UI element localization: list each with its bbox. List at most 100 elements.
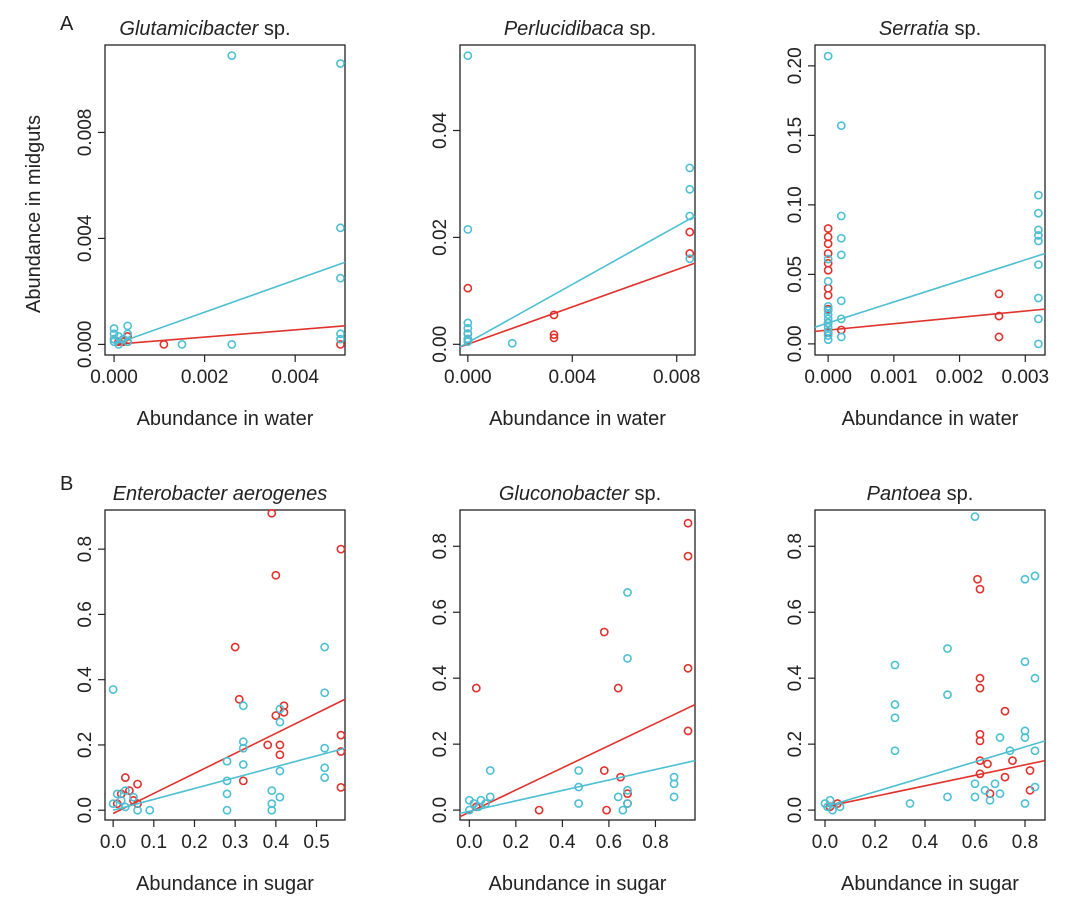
data-point-blue — [990, 779, 1000, 789]
data-point-blue — [995, 733, 1005, 742]
data-point-blue — [120, 802, 130, 812]
scatter-panel-1: Glutamicibacter sp. 0.000 0.002 0.004 0.000 0… — [75, 18, 346, 430]
fit-line-blue — [824, 740, 1046, 808]
data-point-red — [336, 782, 346, 792]
series-blue — [108, 642, 346, 815]
fit-line-blue — [112, 747, 346, 811]
data-point-blue — [129, 792, 138, 802]
y-tick-label: 0.008 — [75, 109, 96, 157]
data-point-blue — [1030, 782, 1040, 792]
series-blue — [109, 51, 346, 349]
data-point-blue — [995, 789, 1005, 799]
data-point-blue — [823, 310, 833, 320]
fit-line-red — [113, 325, 346, 346]
panel-label-b: B — [60, 473, 73, 495]
y-tick-label: 0.4 — [75, 666, 96, 693]
data-point-blue — [1030, 571, 1040, 581]
data-point-blue — [685, 184, 695, 194]
data-point-red — [836, 325, 846, 335]
data-point-blue — [1020, 657, 1030, 667]
series-red — [814, 224, 1046, 342]
data-point-blue — [574, 799, 584, 808]
data-point-blue — [222, 789, 232, 799]
data-point-blue — [227, 340, 237, 349]
data-point-blue — [275, 704, 285, 714]
series-red — [824, 574, 1046, 812]
chart-title: Perlucidibaca sp. — [504, 18, 656, 40]
x-tick-label: 0.0 — [100, 832, 126, 853]
data-point-blue — [275, 766, 285, 776]
data-point-blue — [825, 795, 835, 805]
data-point-blue — [970, 512, 980, 521]
data-point-red — [238, 776, 248, 786]
data-point-blue — [669, 792, 679, 802]
data-point-blue — [623, 799, 632, 808]
series-red — [112, 508, 346, 815]
data-point-blue — [336, 273, 345, 283]
y-tick-label: 0.6 — [785, 599, 806, 625]
x-axis-label: Abundance in water — [842, 408, 1019, 430]
data-point-blue — [463, 323, 473, 333]
data-point-blue — [222, 756, 232, 766]
data-point-red — [994, 332, 1004, 342]
x-tick-label: 0.1 — [141, 832, 167, 853]
data-point-red — [1000, 772, 1010, 782]
data-point-blue — [320, 642, 330, 652]
data-point-red — [1000, 706, 1010, 716]
data-point-blue — [267, 805, 277, 815]
data-point-blue — [222, 805, 232, 815]
x-tick-label: 0.000 — [90, 367, 138, 388]
fit-line-red — [459, 703, 696, 818]
data-point-red — [683, 518, 693, 528]
y-tick-label: 0.6 — [75, 601, 96, 627]
data-point-blue — [823, 276, 833, 286]
data-point-red — [823, 265, 833, 275]
data-point-red — [823, 232, 833, 242]
x-tick-label: 0.004 — [271, 367, 319, 388]
y-tick-label: 0.2 — [75, 732, 96, 758]
chart-title-taxon: Gluconobacter — [499, 483, 630, 505]
data-point-blue — [133, 805, 142, 815]
data-point-blue — [116, 796, 126, 805]
data-point-blue — [1034, 225, 1043, 235]
data-point-blue — [109, 337, 119, 347]
scatter-panel-4: Enterobacter aerogenes 0.0 0.1 0.2 0.3 0.4 0.5… — [75, 483, 346, 895]
x-tick-label: 0.2 — [181, 832, 207, 853]
x-axis-label: Abundance in water — [489, 408, 666, 430]
x-tick-label: 0.4 — [549, 832, 576, 853]
data-point-blue — [890, 700, 900, 709]
data-point-red — [263, 740, 273, 750]
data-point-blue — [890, 713, 900, 723]
data-point-blue — [463, 224, 473, 234]
data-point-blue — [1034, 339, 1043, 349]
data-point-red — [125, 786, 134, 796]
y-tick-label: 0.04 — [430, 112, 451, 149]
data-point-blue — [123, 321, 133, 331]
data-point-blue — [823, 306, 833, 315]
data-point-red — [549, 330, 559, 340]
plots-container: Glutamicibacter sp.0.000 0.002 0.0040.0000… — [75, 18, 1049, 895]
data-point-blue — [177, 340, 187, 349]
plot-frame — [104, 44, 346, 356]
plot-frame — [814, 44, 1046, 356]
chart-title-suffix: sp. — [258, 18, 290, 40]
data-point-blue — [109, 334, 119, 344]
data-point-blue — [943, 644, 952, 653]
data-point-blue — [980, 785, 990, 795]
x-tick-label: 0.8 — [1012, 832, 1038, 853]
data-point-blue — [828, 805, 837, 815]
x-axis-label: Abundance in sugar — [841, 873, 1019, 895]
y-tick-label: 0.6 — [430, 599, 451, 625]
data-point-red — [271, 711, 281, 720]
data-point-blue — [836, 314, 846, 324]
chart-title-suffix: sp. — [629, 483, 661, 505]
y-tick-label: 0.8 — [785, 533, 806, 559]
data-point-blue — [574, 766, 584, 775]
series-blue — [814, 51, 1046, 349]
x-axis-label: Abundance in sugar — [489, 873, 667, 895]
data-point-blue — [108, 685, 118, 694]
data-point-red — [471, 683, 481, 693]
series-blue — [459, 51, 696, 348]
data-point-blue — [238, 701, 248, 711]
